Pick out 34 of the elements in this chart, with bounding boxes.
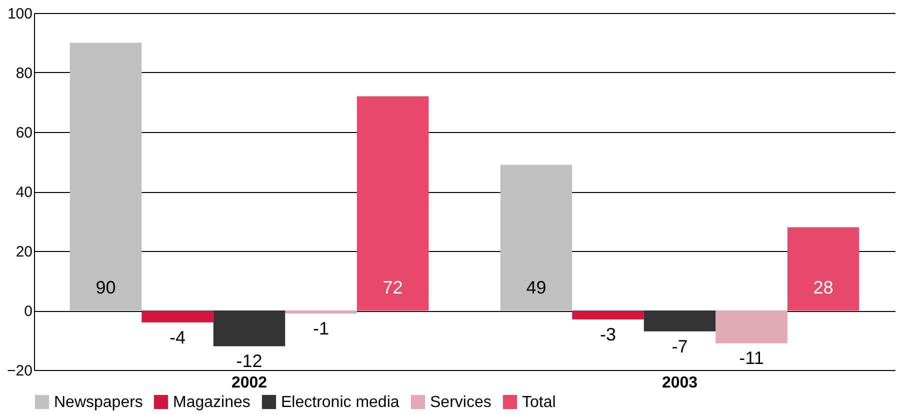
data-label: -7 bbox=[672, 336, 688, 356]
y-tick-label: 0 bbox=[24, 303, 32, 320]
data-label: 72 bbox=[382, 278, 403, 298]
data-label: 90 bbox=[96, 278, 116, 298]
data-label: -11 bbox=[739, 348, 764, 368]
data-label: -3 bbox=[600, 324, 616, 344]
bar bbox=[213, 310, 286, 346]
bar bbox=[787, 227, 860, 310]
data-label: -12 bbox=[236, 351, 262, 372]
bar bbox=[572, 310, 644, 320]
y-tick-label: 60 bbox=[16, 124, 32, 142]
y-tick-label: 40 bbox=[16, 184, 32, 201]
bar bbox=[716, 310, 788, 344]
y-tick-label: 100 bbox=[7, 6, 32, 22]
y-tick-label: 20 bbox=[16, 244, 32, 260]
y-tick-label: 80 bbox=[16, 65, 32, 82]
bar bbox=[142, 310, 214, 322]
x-tick-label: 2003 bbox=[662, 374, 698, 392]
bar bbox=[285, 310, 357, 314]
data-label: -4 bbox=[169, 327, 186, 348]
x-tick-label: 2002 bbox=[231, 374, 268, 392]
data-label: 28 bbox=[813, 278, 834, 298]
legend-label: Electronic media bbox=[281, 394, 400, 411]
data-label: -1 bbox=[312, 318, 330, 338]
y-tick-label: −20 bbox=[7, 362, 32, 380]
bar bbox=[644, 310, 716, 332]
legend-label: Total bbox=[522, 394, 556, 411]
data-label: 49 bbox=[526, 278, 546, 298]
legend-label: Magazines bbox=[173, 394, 250, 411]
bar bbox=[356, 96, 429, 310]
bar bbox=[70, 42, 142, 310]
bar bbox=[500, 164, 572, 310]
legend-label: Newspapers bbox=[54, 394, 143, 411]
legend-label: Services bbox=[430, 394, 492, 411]
